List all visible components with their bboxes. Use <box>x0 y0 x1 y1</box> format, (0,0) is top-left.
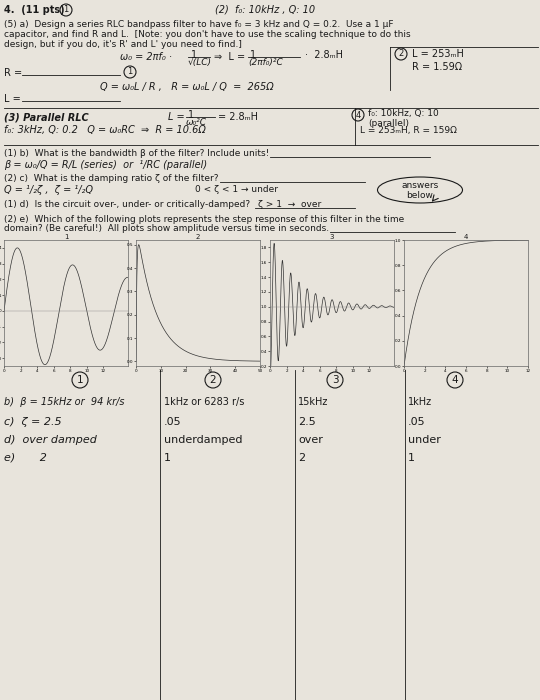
Text: 2.5: 2.5 <box>298 417 316 427</box>
Text: 1kHz: 1kHz <box>408 397 432 407</box>
Text: answers: answers <box>401 181 438 190</box>
Text: (2) e)  Which of the following plots represents the step response of this filter: (2) e) Which of the following plots repr… <box>4 215 404 224</box>
Text: .05: .05 <box>164 417 181 427</box>
Text: design, but if you do, it's R' and L' you need to find.]: design, but if you do, it's R' and L' yo… <box>4 40 242 49</box>
Text: (1) d)  Is the circuit over-, under- or critically-damped?: (1) d) Is the circuit over-, under- or c… <box>4 200 250 209</box>
Text: (1) b)  What is the bandwidth β of the filter? Include units!: (1) b) What is the bandwidth β of the fi… <box>4 149 269 158</box>
Text: (3) Parallel RLC: (3) Parallel RLC <box>4 112 89 122</box>
Title: 2: 2 <box>196 234 200 239</box>
Text: R = 1.59Ω: R = 1.59Ω <box>412 62 462 72</box>
Text: 1: 1 <box>127 67 133 76</box>
Text: 4.  (11 pts): 4. (11 pts) <box>4 5 65 15</box>
Text: f₀: 10kHz, Q: 10: f₀: 10kHz, Q: 10 <box>368 109 438 118</box>
Text: R =: R = <box>4 68 25 78</box>
Text: 1: 1 <box>188 110 194 120</box>
Text: over: over <box>298 435 323 445</box>
Text: ·  2.8ₘH: · 2.8ₘH <box>305 50 343 60</box>
Title: 3: 3 <box>330 234 334 239</box>
Text: β = ω₀/Q = R/L (series)  or  ¹/RC (parallel): β = ω₀/Q = R/L (series) or ¹/RC (paralle… <box>4 160 207 170</box>
Text: .05: .05 <box>408 417 426 427</box>
Text: ω₀²C: ω₀²C <box>186 118 207 127</box>
Text: d)  over damped: d) over damped <box>4 435 97 445</box>
Text: 2: 2 <box>298 453 305 463</box>
Text: 0 < ζ < 1 → under: 0 < ζ < 1 → under <box>195 185 278 194</box>
Text: 4: 4 <box>355 111 361 120</box>
Text: 1: 1 <box>191 50 197 60</box>
Text: b)  β = 15kHz or  94 kr/s: b) β = 15kHz or 94 kr/s <box>4 397 125 407</box>
Text: Q = ¹/₂ζ ,  ζ = ¹/₂Q: Q = ¹/₂ζ , ζ = ¹/₂Q <box>4 185 93 195</box>
Text: domain? (Be careful!)  All plots show amplitude versus time in seconds.: domain? (Be careful!) All plots show amp… <box>4 224 329 233</box>
Text: L =: L = <box>4 94 24 104</box>
Text: f₀: 3kHz, Q: 0.2   Q = ω₀RC  ⇒  R = 10.6Ω: f₀: 3kHz, Q: 0.2 Q = ω₀RC ⇒ R = 10.6Ω <box>4 125 206 135</box>
Text: (2) c)  What is the damping ratio ζ of the filter?: (2) c) What is the damping ratio ζ of th… <box>4 174 219 183</box>
Text: c)  ζ = 2.5: c) ζ = 2.5 <box>4 417 62 427</box>
Text: 3: 3 <box>332 375 339 385</box>
Text: √(LC): √(LC) <box>188 58 212 67</box>
Text: 15kHz: 15kHz <box>298 397 328 407</box>
Text: 1: 1 <box>164 453 171 463</box>
Text: (5) a)  Design a series RLC bandpass filter to have f₀ = 3 kHz and Q = 0.2.  Use: (5) a) Design a series RLC bandpass filt… <box>4 20 394 29</box>
Text: (parallel): (parallel) <box>368 119 409 128</box>
Text: under: under <box>408 435 441 445</box>
Text: ⇒  L =: ⇒ L = <box>214 52 245 62</box>
Text: 1kHz or 6283 r/s: 1kHz or 6283 r/s <box>164 397 245 407</box>
Text: underdamped: underdamped <box>164 435 242 445</box>
Text: 1: 1 <box>77 375 83 385</box>
Title: 4: 4 <box>464 234 468 239</box>
Text: 2: 2 <box>399 50 403 59</box>
Text: L = 253ₘH: L = 253ₘH <box>412 49 464 59</box>
Text: below: below <box>407 191 434 200</box>
Text: (2πf₀)²C: (2πf₀)²C <box>248 58 283 67</box>
Text: L = 253ₘH, R = 159Ω: L = 253ₘH, R = 159Ω <box>360 126 457 135</box>
Text: capacitor, and find R and L.  [Note: you don't have to use the scaling technique: capacitor, and find R and L. [Note: you … <box>4 30 410 39</box>
Text: 1: 1 <box>63 6 69 15</box>
Text: 1: 1 <box>408 453 415 463</box>
Text: 1: 1 <box>250 50 256 60</box>
Text: 2: 2 <box>210 375 217 385</box>
Text: = 2.8ₘH: = 2.8ₘH <box>218 112 258 122</box>
Text: ζ > 1  →  over: ζ > 1 → over <box>258 200 321 209</box>
Text: L =: L = <box>168 112 188 122</box>
Text: 4: 4 <box>451 375 458 385</box>
Text: e)       2: e) 2 <box>4 453 47 463</box>
Title: 1: 1 <box>64 234 68 239</box>
Text: ω₀ = 2πf₀ ·: ω₀ = 2πf₀ · <box>120 52 172 62</box>
Text: Q = ω₀L / R ,   R = ω₀L / Q  =  265Ω: Q = ω₀L / R , R = ω₀L / Q = 265Ω <box>100 82 274 92</box>
Text: (2)  f₀: 10kHz , Q: 10: (2) f₀: 10kHz , Q: 10 <box>215 4 315 14</box>
